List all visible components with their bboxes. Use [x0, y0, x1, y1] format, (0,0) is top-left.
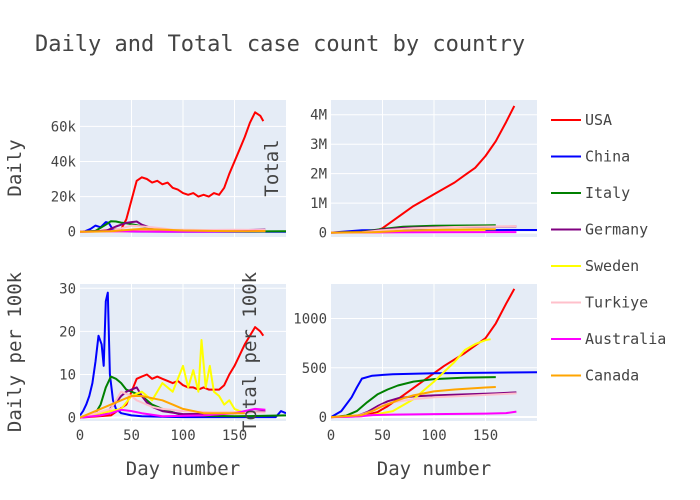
- legend-item-australia[interactable]: Australia: [551, 330, 666, 348]
- legend-item-canada[interactable]: Canada: [551, 367, 639, 385]
- y-tick-label: 1000: [293, 311, 327, 327]
- legend-item-usa[interactable]: USA: [551, 111, 612, 129]
- y-axis-title: Daily per 100k: [4, 271, 26, 432]
- y-tick-label: 0: [68, 225, 76, 241]
- legend-item-turkiye[interactable]: Turkiye: [551, 294, 648, 312]
- series-line-china: [331, 371, 537, 418]
- y-tick-label: 500: [302, 361, 327, 377]
- legend-label: Canada: [585, 367, 639, 385]
- y-tick-label: 40k: [51, 154, 77, 170]
- series-line-italy: [80, 375, 286, 419]
- y-tick-label: 30: [59, 281, 76, 297]
- x-tick-label: 150: [473, 428, 498, 444]
- panel-bottom-left: 0 10 20 30 0 50 100 150 Daily per 100k Day number: [4, 271, 286, 480]
- x-tick-label: 0: [76, 428, 84, 444]
- x-tick-label: 0: [327, 428, 335, 444]
- y-axis-title: Total: [261, 139, 283, 196]
- legend-item-germany[interactable]: Germany: [551, 221, 648, 239]
- x-tick-label: 100: [421, 428, 446, 444]
- panel-top-right: 0 1M 2M 3M 4M Total: [261, 100, 537, 242]
- chart-title: Daily and Total case count by country: [35, 32, 525, 57]
- series-line-usa: [80, 326, 265, 419]
- y-tick-label: 0: [319, 226, 327, 242]
- y-tick-label: 60k: [51, 119, 77, 135]
- series-line-sweden: [331, 338, 491, 419]
- series-line-canada: [80, 227, 266, 233]
- series-line-australia: [80, 407, 266, 419]
- y-axis-title: Total per 100k: [239, 271, 261, 432]
- y-tick-label: 3M: [310, 137, 327, 153]
- series-line-sweden: [80, 339, 246, 419]
- legend-label: Turkiye: [585, 294, 648, 312]
- legend-label: Italy: [585, 184, 630, 202]
- y-tick-label: 0: [319, 410, 327, 426]
- legend-item-italy[interactable]: Italy: [551, 184, 630, 202]
- y-tick-label: 0: [68, 411, 76, 427]
- y-tick-label: 2M: [310, 167, 327, 183]
- panel-bottom-right: 0 500 1000 0 50 100 150 Total per 100k Day numbe…: [239, 271, 537, 480]
- legend-label: USA: [585, 111, 612, 129]
- y-tick-label: 10: [59, 367, 76, 383]
- series-line-usa: [331, 105, 516, 234]
- y-tick-label: 1M: [310, 196, 327, 212]
- legend: USA China Italy Germany Sweden Turkiye Austral…: [551, 111, 666, 385]
- legend-label: China: [585, 148, 630, 166]
- series-line-usa: [80, 111, 265, 233]
- x-tick-label: 50: [374, 428, 391, 444]
- x-axis-title: Day number: [126, 458, 240, 480]
- y-axis-title: Daily: [4, 139, 26, 196]
- series-line-canada: [80, 395, 245, 419]
- legend-label: Australia: [585, 330, 666, 348]
- legend-item-china[interactable]: China: [551, 148, 630, 166]
- series-line-australia: [331, 410, 517, 419]
- series-line-canada: [331, 228, 496, 234]
- series-group: [80, 111, 286, 233]
- series-line-canada: [331, 386, 496, 419]
- x-tick-label: 100: [170, 428, 195, 444]
- series-group: [331, 105, 537, 234]
- x-axis-title: Day number: [377, 458, 491, 480]
- x-tick-label: 150: [222, 428, 247, 444]
- x-tick-label: 50: [123, 428, 140, 444]
- series-line-italy: [331, 376, 496, 419]
- y-tick-label: 20: [59, 324, 76, 340]
- legend-item-sweden[interactable]: Sweden: [551, 257, 639, 275]
- panel-top-left: 0 20k 40k 60k Daily: [4, 100, 286, 241]
- series-line-china: [80, 291, 286, 419]
- legend-label: Sweden: [585, 257, 639, 275]
- series-group: [331, 288, 537, 419]
- legend-label: Germany: [585, 221, 648, 239]
- y-tick-label: 4M: [310, 108, 327, 124]
- series-group: [80, 291, 286, 419]
- y-tick-label: 20k: [51, 190, 77, 206]
